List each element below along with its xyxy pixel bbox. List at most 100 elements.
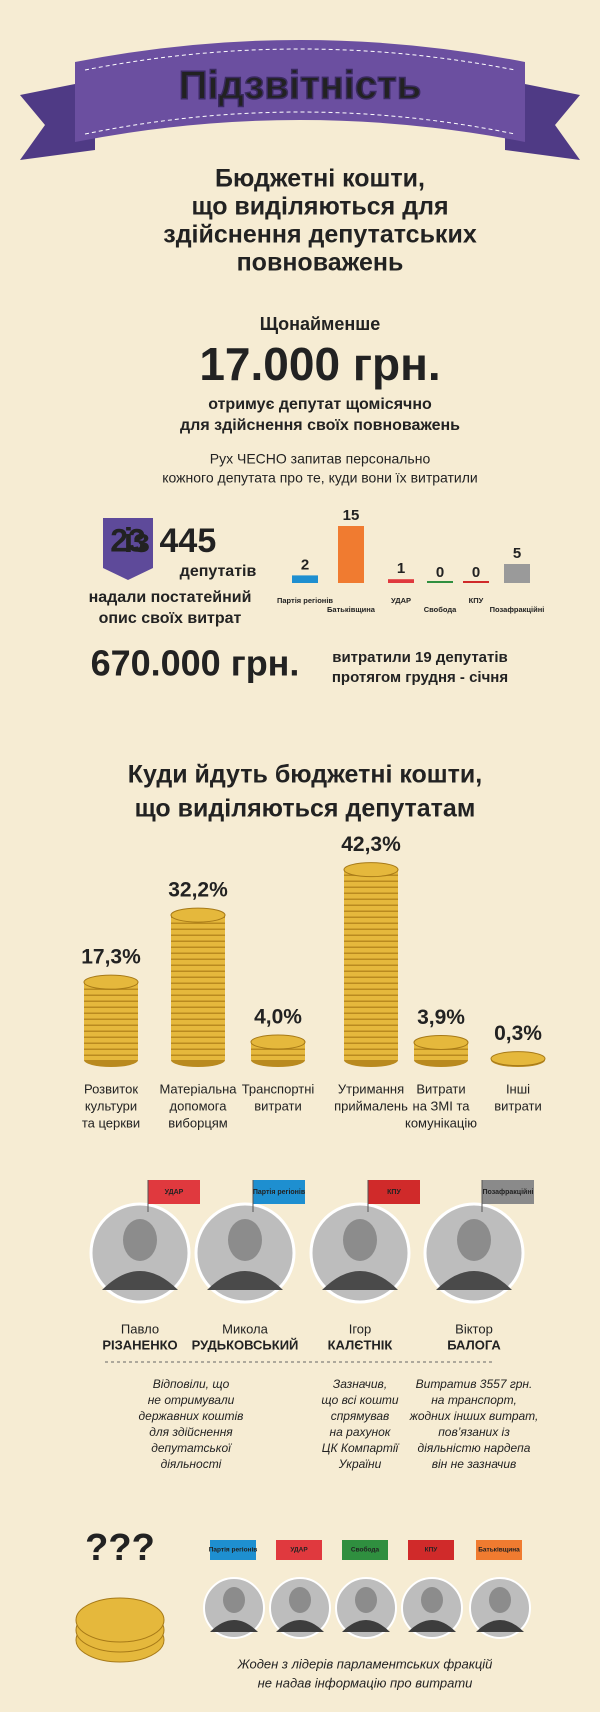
coin-value: 42,3% (341, 833, 401, 856)
flag-text: Партія регіонів (209, 1546, 258, 1554)
photo-head (355, 1587, 377, 1613)
heading: Бюджетні кошти, (215, 165, 425, 193)
category-label: Інші (506, 1081, 530, 1096)
party-underline (292, 581, 318, 583)
photo-head (457, 1219, 491, 1261)
bar-value: 15 (343, 507, 360, 524)
coin-value: 4,0% (254, 1006, 302, 1029)
note: на транспорт, (431, 1393, 517, 1407)
photo-head (223, 1587, 245, 1613)
photo-body (102, 1271, 178, 1290)
heading: здійснення депутатських (163, 221, 477, 249)
note: діяльності (161, 1457, 222, 1471)
party-flag (253, 1180, 305, 1204)
category-label: на ЗМІ та (413, 1098, 471, 1113)
photo-body (476, 1620, 524, 1632)
note: діяльністю нардепа (418, 1441, 531, 1455)
coin-value: 32,2% (168, 879, 228, 902)
category-label: Утримання (338, 1081, 404, 1096)
party-flag (482, 1180, 534, 1204)
category-label: Транспортні (242, 1081, 315, 1096)
photo-body (207, 1271, 283, 1290)
party-flag (148, 1180, 200, 1204)
party-underline (504, 581, 530, 583)
category-label: Витрати (416, 1081, 465, 1096)
bar (338, 526, 364, 583)
photo-head (489, 1587, 511, 1613)
party-label: УДАР (391, 596, 411, 605)
coin-top (170, 907, 226, 923)
note: Зазначив, (333, 1377, 387, 1391)
category-label: допомога (170, 1098, 228, 1113)
party-label: Партія регіонів (277, 596, 333, 605)
coin (75, 1597, 165, 1643)
note: Відповіли, що (153, 1377, 230, 1391)
note: Витратив 3557 грн. (416, 1377, 533, 1391)
party-underline (388, 581, 414, 583)
note: він не зазначив (432, 1457, 517, 1471)
coin-top (250, 1034, 306, 1050)
coin-top (83, 974, 139, 990)
first-name: Павло (121, 1321, 159, 1336)
photo-head (228, 1219, 262, 1261)
category-label: приймалень (334, 1098, 408, 1113)
note: спрямував (331, 1409, 390, 1423)
party-flag (476, 1540, 522, 1560)
coin-stack (84, 982, 138, 1060)
respondent-unit: депутатів (180, 563, 257, 580)
photo-body (436, 1271, 512, 1290)
photo-body (276, 1620, 324, 1632)
photo-head (123, 1219, 157, 1261)
intro-text: отримує депутат щомісячно (208, 396, 432, 413)
spent-text: протягом грудня - січня (332, 669, 508, 686)
question: ??? (85, 1527, 155, 1569)
party-flag (276, 1540, 322, 1560)
flag-text: КПУ (387, 1189, 401, 1196)
coin-stack (171, 915, 225, 1060)
note: ЦК Компартії (322, 1441, 400, 1455)
spent-text: витратили 19 депутатів (332, 649, 508, 666)
party-underline (427, 581, 453, 583)
bar-value: 2 (301, 556, 309, 573)
banner-title: Підзвітність (179, 64, 422, 108)
note: що всі кошти (321, 1393, 399, 1407)
intro-prefix: Щонайменше (260, 314, 381, 334)
footer: не надав інформацію про витрати (258, 1675, 473, 1690)
count-box-tip (103, 568, 153, 580)
coin-stack (344, 869, 398, 1060)
ribbon (75, 40, 525, 142)
photo-head (289, 1587, 311, 1613)
count-box (103, 518, 153, 568)
party-label: Позафракційні (490, 605, 545, 614)
party-underline (338, 581, 364, 583)
photo-body (210, 1620, 258, 1632)
bar-value: 0 (436, 564, 444, 581)
bar (504, 564, 530, 583)
coin-value: 17,3% (81, 946, 141, 969)
last-name: РІЗАНЕНКО (102, 1337, 177, 1352)
respondent-total: із 445 (124, 522, 217, 560)
party-flag (408, 1540, 454, 1560)
photo-body (342, 1620, 390, 1632)
category-label: культури (85, 1098, 137, 1113)
flag-text: УДАР (165, 1189, 184, 1196)
category-label: Матеріальна (159, 1081, 237, 1096)
flag-text: Партія регіонів (253, 1188, 306, 1196)
coin-top (343, 862, 399, 878)
intro-note: кожного депутата про те, куди вони їх ви… (162, 470, 477, 486)
ribbon-stitch (84, 48, 516, 135)
party-underline (463, 581, 489, 583)
respondent-count: 23 (110, 522, 146, 558)
first-name: Віктор (455, 1321, 493, 1336)
category-label: витрати (494, 1098, 542, 1113)
bar (292, 575, 318, 583)
party-flag (210, 1540, 256, 1560)
party-flag (342, 1540, 388, 1560)
note: депутатської (151, 1441, 232, 1455)
respondent-text: надали постатейний (89, 589, 252, 606)
note: України (338, 1457, 382, 1471)
first-name: Ігор (349, 1321, 372, 1336)
note: для здійснення (149, 1425, 233, 1439)
note: не отримували (148, 1393, 235, 1407)
